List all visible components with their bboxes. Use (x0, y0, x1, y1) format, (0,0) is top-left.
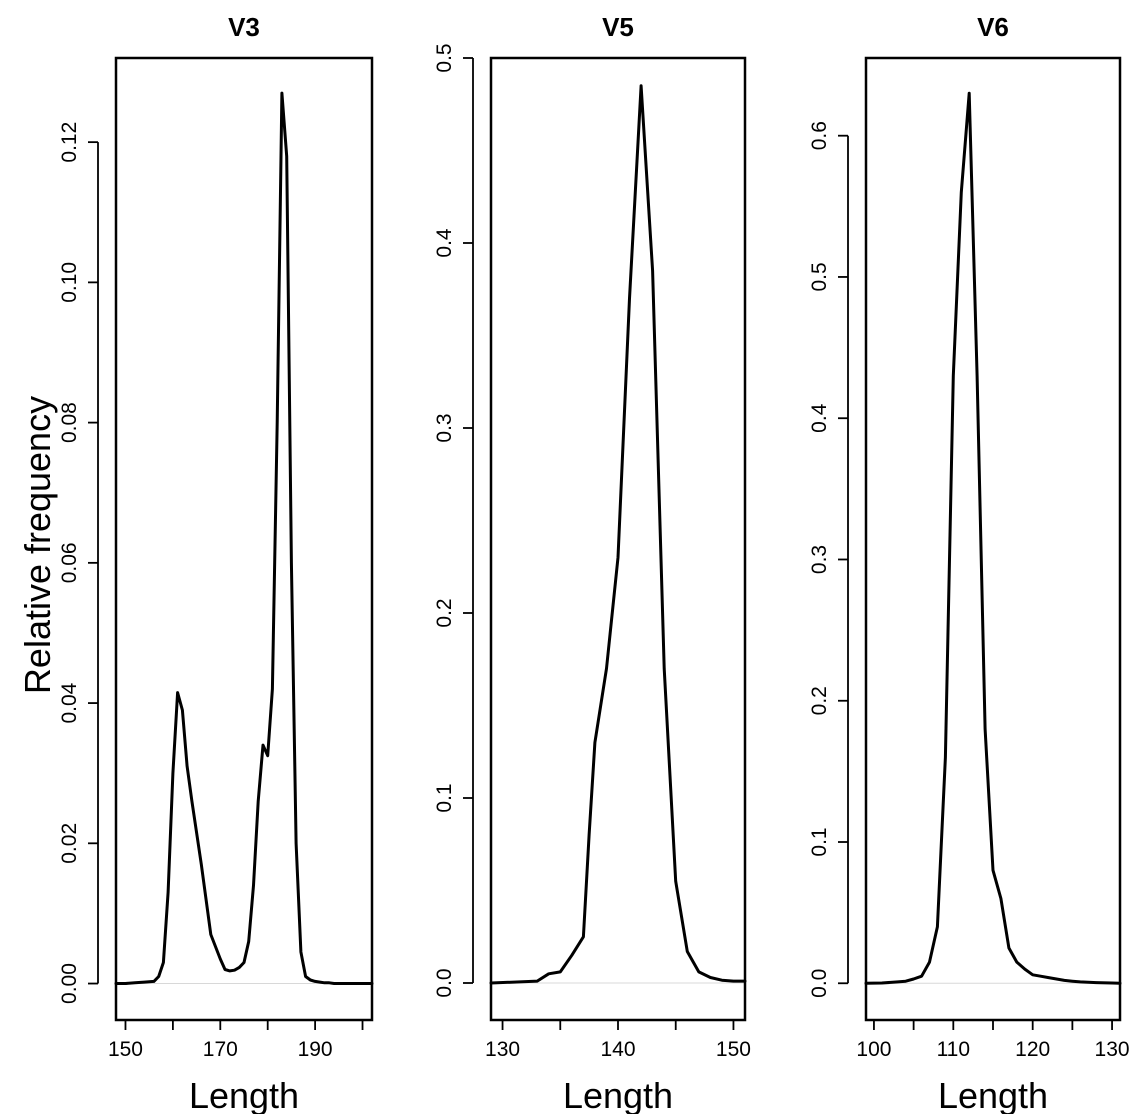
series-line-v6-0 (864, 91, 1122, 985)
y-axis-label: Relative frequency (17, 396, 58, 694)
x-tick-label: 120 (1015, 1038, 1050, 1061)
x-tick-label: 150 (716, 1038, 751, 1061)
y-tick-label: 0.2 (433, 598, 456, 627)
panel-title-v5: V5 (602, 12, 634, 42)
y-tick-label: 0.02 (58, 823, 81, 864)
x-tick-label: 100 (856, 1038, 891, 1061)
panel-title-v6: V6 (977, 12, 1009, 42)
x-tick-label: 150 (108, 1038, 143, 1061)
panel-v5: V5 0.0 0.1 0.2 0.3 0.4 0.5 130 140 150 Length (433, 12, 751, 1114)
panel-title-v3: V3 (228, 12, 260, 42)
y-tick-label: 0.2 (808, 686, 831, 715)
panel-v6: V6 0.0 0.1 0.2 0.3 0.4 0.5 0.6 100 110 120 130 Lengt… (808, 12, 1130, 1114)
y-tick-label: 0.1 (433, 783, 456, 812)
x-axis-label-v6: Length (938, 1075, 1048, 1114)
y-tick-label: 0.4 (433, 228, 456, 258)
plot-frame-v3 (114, 56, 374, 1022)
y-tick-label: 0.4 (808, 403, 831, 433)
y-tick-label: 0.12 (58, 122, 81, 163)
y-tick-label: 0.06 (58, 542, 81, 583)
y-tick-label: 0.3 (433, 413, 456, 442)
series-line-v3-0 (114, 91, 374, 985)
y-tick-label: 0.04 (58, 682, 81, 723)
y-tick-label: 0.0 (808, 969, 831, 998)
y-tick-label: 0.00 (58, 963, 81, 1004)
x-tick-label: 140 (600, 1038, 635, 1061)
y-tick-label: 0.08 (58, 402, 81, 443)
x-tick-label: 130 (485, 1038, 520, 1061)
x-tick-label: 110 (937, 1038, 970, 1061)
y-tick-label: 0.10 (58, 262, 81, 303)
y-tick-label: 0.5 (808, 262, 831, 291)
y-tick-label: 0.6 (808, 121, 831, 150)
y-tick-label: 0.5 (433, 43, 456, 72)
panel-v3: V3 0.00 0.02 0.04 0.06 0.08 0.10 0.12 150 170 190 L… (58, 12, 374, 1114)
x-axis-label-v3: Length (189, 1075, 299, 1114)
y-tick-label: 0.3 (808, 545, 831, 574)
x-tick-label: 170 (203, 1038, 238, 1061)
x-tick-label: 190 (298, 1038, 333, 1061)
y-tick-label: 0.1 (808, 827, 831, 856)
series-line-v5-0 (489, 84, 747, 985)
x-axis-label-v5: Length (563, 1075, 673, 1114)
x-tick-label: 130 (1095, 1038, 1130, 1061)
y-tick-label: 0.0 (433, 968, 456, 997)
